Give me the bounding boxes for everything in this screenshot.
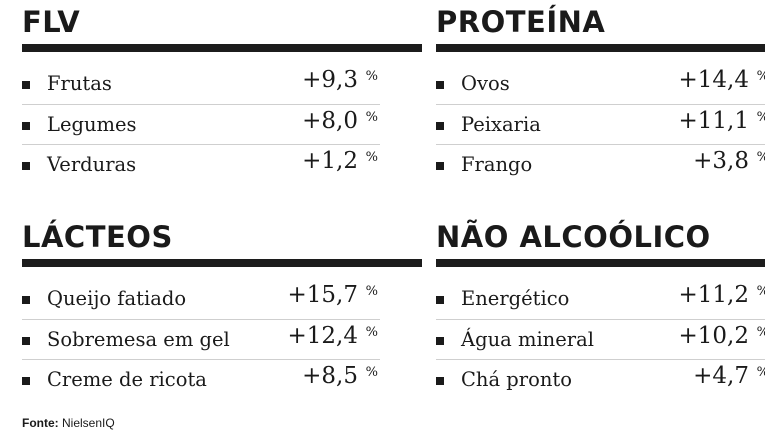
item-value: +8,0 <box>302 108 358 134</box>
item-label: Peixaria <box>461 113 541 136</box>
section-lacteos: LÁCTEOS Queijo fatiado +15,7 % Sobremesa… <box>22 215 422 399</box>
section-divider-bar <box>436 44 765 52</box>
percent-sign: % <box>365 110 378 125</box>
section-title: NÃO ALCOÓLICO <box>436 220 711 254</box>
list-item: Frango +3,8 % <box>436 144 765 184</box>
item-value: +11,1 <box>678 108 749 134</box>
percent-sign: % <box>365 69 378 84</box>
list-item: Água mineral +10,2 % <box>436 319 765 359</box>
item-label: Legumes <box>47 113 137 136</box>
section-flv: FLV Frutas +9,3 % Legumes +8,0 % Verdura… <box>22 0 422 184</box>
section-title: PROTEÍNA <box>436 5 606 39</box>
bullet-square-icon <box>22 122 30 130</box>
bullet-square-icon <box>436 377 444 385</box>
section-divider-bar <box>22 44 422 52</box>
list-item: Ovos +14,4 % <box>436 64 765 104</box>
bullet-square-icon <box>22 162 30 170</box>
percent-sign: % <box>757 151 765 165</box>
item-value: +8,5 <box>302 363 358 389</box>
bullet-square-icon <box>22 296 30 304</box>
percent-sign: % <box>365 365 378 380</box>
item-label: Água mineral <box>461 328 594 351</box>
bullet-square-icon <box>22 377 30 385</box>
list-item: Peixaria +11,1 % <box>436 104 765 144</box>
item-label: Chá pronto <box>461 368 572 391</box>
section-divider-bar <box>436 259 765 267</box>
bullet-square-icon <box>436 122 444 130</box>
item-label: Creme de ricota <box>47 368 207 391</box>
list-item: Chá pronto +4,7 % <box>436 359 765 399</box>
list-item: Queijo fatiado +15,7 % <box>22 279 380 319</box>
item-value: +3,8 <box>693 148 749 174</box>
percent-sign: % <box>365 325 378 340</box>
section-divider-bar <box>22 259 422 267</box>
bullet-square-icon <box>436 337 444 345</box>
item-value: +1,2 <box>302 148 358 174</box>
list-item: Legumes +8,0 % <box>22 104 380 144</box>
list-item: Verduras +1,2 % <box>22 144 380 184</box>
list-item: Creme de ricota +8,5 % <box>22 359 380 399</box>
percent-sign: % <box>757 111 765 125</box>
source-label: Fonte: <box>22 416 59 430</box>
list-item: Frutas +9,3 % <box>22 64 380 104</box>
list-item: Energético +11,2 % <box>436 279 765 319</box>
section-proteina: PROTEÍNA Ovos +14,4 % Peixaria +11,1 % F… <box>436 0 765 184</box>
bullet-square-icon <box>22 81 30 89</box>
item-label: Verduras <box>47 153 137 176</box>
bullet-square-icon <box>22 337 30 345</box>
source-text: NielsenIQ <box>62 416 115 430</box>
item-value: +4,7 <box>693 363 749 389</box>
item-value: +14,4 <box>678 67 749 93</box>
section-nao-alcoolico: NÃO ALCOÓLICO Energético +11,2 % Água mi… <box>436 215 765 399</box>
percent-sign: % <box>365 284 378 299</box>
bullet-square-icon <box>436 296 444 304</box>
item-label: Energético <box>461 287 570 310</box>
item-label: Frutas <box>47 72 112 95</box>
list-item: Sobremesa em gel +12,4 % <box>22 319 380 359</box>
percent-sign: % <box>757 366 765 380</box>
item-label: Ovos <box>461 72 510 95</box>
percent-sign: % <box>757 70 765 84</box>
item-label: Queijo fatiado <box>47 287 187 310</box>
section-title: LÁCTEOS <box>22 220 173 254</box>
bullet-square-icon <box>436 162 444 170</box>
item-value: +9,3 <box>302 67 358 93</box>
percent-sign: % <box>365 150 378 165</box>
percent-sign: % <box>757 285 765 299</box>
percent-sign: % <box>757 326 765 340</box>
item-label: Sobremesa em gel <box>47 328 230 351</box>
item-label: Frango <box>461 153 533 176</box>
item-value: +11,2 <box>678 282 749 308</box>
item-value: +15,7 <box>287 282 358 308</box>
section-title: FLV <box>22 5 81 39</box>
bullet-square-icon <box>436 81 444 89</box>
source-note: Fonte: NielsenIQ <box>22 416 115 430</box>
item-value: +12,4 <box>287 323 358 349</box>
item-value: +10,2 <box>678 323 749 349</box>
